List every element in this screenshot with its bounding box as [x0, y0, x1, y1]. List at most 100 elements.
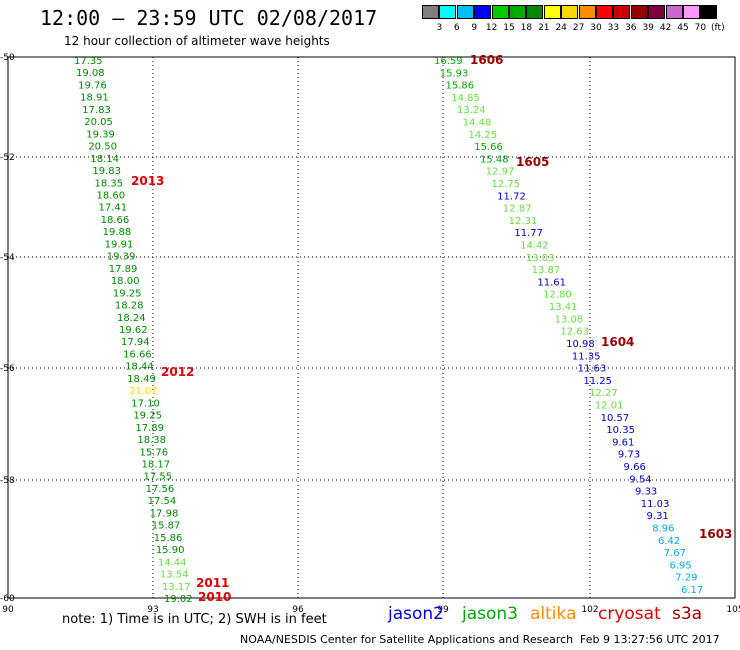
map-frame: [7, 56, 736, 599]
wave-height-value: 18.00: [111, 276, 140, 287]
pass-time-label: 2011: [196, 576, 229, 590]
pass-time-label: 1603: [699, 527, 732, 541]
colorbar-label: 3: [436, 23, 443, 33]
satellite-legend-cryosat: cryosat: [598, 604, 661, 624]
longitude-tick-label: 96: [292, 605, 304, 615]
wave-height-value: 19.39: [86, 129, 115, 140]
credit-text: NOAA/NESDIS Center for Satellite Applica…: [240, 633, 574, 646]
colorbar-swatch: [509, 5, 526, 19]
wave-height-value: 15.48: [480, 154, 509, 165]
colorbar-swatch: [630, 5, 648, 19]
colorbar-label: 70: [694, 23, 707, 33]
colorbar-label: 30: [590, 23, 602, 33]
colorbar-swatch: [422, 5, 439, 19]
longitude-tick-label: 102: [581, 605, 598, 615]
wave-height-value: 12.97: [486, 167, 515, 178]
wave-height-value: 16.66: [123, 349, 152, 360]
wave-height-value: 6.42: [658, 536, 680, 547]
colorbar-swatch: [700, 5, 718, 19]
wave-height-value: 7.67: [664, 548, 686, 559]
wave-height-value: 14.44: [158, 557, 187, 568]
wave-height-value: 6.17: [681, 585, 703, 596]
wave-height-value: 19.25: [133, 411, 162, 422]
satellite-legend-altika: altika: [530, 604, 577, 624]
pass-time-label: 2012: [161, 365, 194, 379]
longitude-tick-label: 105: [726, 605, 740, 615]
wave-height-value: 18.28: [115, 301, 144, 312]
colorbar-label: 18: [520, 23, 533, 33]
wave-height-value: 10.57: [601, 413, 630, 424]
wave-height-value: 7.29: [675, 573, 697, 584]
satellite-legend-jason3: jason3: [462, 604, 518, 624]
colorbar-label: 27: [572, 23, 585, 33]
pass-time-label: 2013: [131, 174, 164, 188]
wave-height-value: 10.98: [566, 339, 595, 350]
wave-height-value: 18.91: [80, 93, 109, 104]
wave-height-value: 15.86: [154, 533, 183, 544]
wave-height-value: 18.24: [117, 313, 146, 324]
wave-height-value: 8.96: [652, 523, 674, 534]
wave-height-value: 17.35: [74, 56, 103, 67]
colorbar-swatch: [491, 5, 509, 19]
wave-height-value: 12.01: [595, 400, 624, 411]
wave-height-value: 12.27: [589, 388, 618, 399]
colorbar-swatch: [596, 5, 613, 19]
map-subtitle: 12 hour collection of altimeter wave hei…: [64, 34, 330, 48]
satellite-legend-jason2: jason2: [388, 604, 444, 624]
wave-height-value: 21.02: [129, 386, 158, 397]
wave-height-value: 15.87: [152, 521, 181, 532]
longitude-tick-label: 93: [147, 605, 158, 615]
colorbar-label: 12: [485, 23, 498, 33]
wave-height-value: 19.25: [113, 288, 142, 299]
wave-height-value: 9.31: [647, 511, 669, 522]
wave-height-value: 15.90: [156, 545, 185, 556]
wave-height-value: 15.93: [440, 68, 469, 79]
wave-height-value: 13.54: [160, 570, 189, 581]
wave-height-value: 17.41: [99, 203, 128, 214]
pass-time-label: 1605: [516, 155, 549, 169]
wave-height-value: 11.03: [641, 499, 670, 510]
longitude-tick-label: 99: [437, 605, 449, 615]
generated-timestamp: Feb 9 13:27:56 UTC 2017: [580, 633, 720, 646]
colorbar-label: 9: [471, 23, 478, 33]
wave-height-value: 9.33: [635, 487, 657, 498]
colorbar-swatch: [683, 5, 700, 19]
latitude-tick-label: -60: [0, 594, 15, 604]
wave-height-value: 18.60: [97, 191, 126, 202]
wave-height-value: 13.03: [526, 253, 555, 264]
colorbar-swatch: [526, 5, 544, 19]
wave-height-value: 13.87: [532, 265, 561, 276]
wave-height-value: 17.54: [148, 496, 177, 507]
map-title: 12:00 – 23:59 UTC 02/08/2017: [40, 6, 378, 30]
wave-height-value: 11.25: [583, 376, 612, 387]
wave-height-value: 15.86: [445, 81, 474, 92]
colorbar-label: 6: [453, 23, 460, 33]
pass-time-label: 1604: [601, 335, 634, 349]
wave-height-value: 15.66: [474, 142, 503, 153]
wave-height-value: 19.83: [92, 166, 121, 177]
wave-height-value: 11.35: [572, 351, 601, 362]
wave-height-value: 19.62: [119, 325, 148, 336]
colorbar-swatch: [561, 5, 579, 19]
wave-height-value: 17.89: [109, 264, 138, 275]
wave-height-value: 19.88: [103, 227, 132, 238]
wave-height-value: 17.98: [150, 508, 179, 519]
colorbar-label: 39: [642, 23, 654, 33]
wave-height-value: 12.87: [503, 204, 532, 215]
wave-height-value: 18.66: [101, 215, 130, 226]
wave-height-value: 12.31: [509, 216, 538, 227]
wave-height-value: 20.50: [88, 142, 117, 153]
colorbar-label: (ft): [711, 23, 725, 33]
latitude-tick-label: -52: [0, 153, 15, 163]
wave-height-value: 19.02: [164, 594, 193, 605]
latitude-tick-label: -58: [0, 476, 15, 486]
wave-height-value: 18.14: [90, 154, 119, 165]
wave-height-value: 11.72: [497, 191, 526, 202]
wave-height-value: 17.83: [82, 105, 111, 116]
latitude-tick-label: -56: [0, 364, 15, 374]
wave-height-value: 18.35: [94, 178, 123, 189]
wave-height-value: 19.08: [76, 68, 105, 79]
wave-height-value: 10.35: [606, 425, 635, 436]
wave-height-value: 18.44: [125, 362, 154, 373]
wave-height-value: 9.73: [618, 450, 640, 461]
